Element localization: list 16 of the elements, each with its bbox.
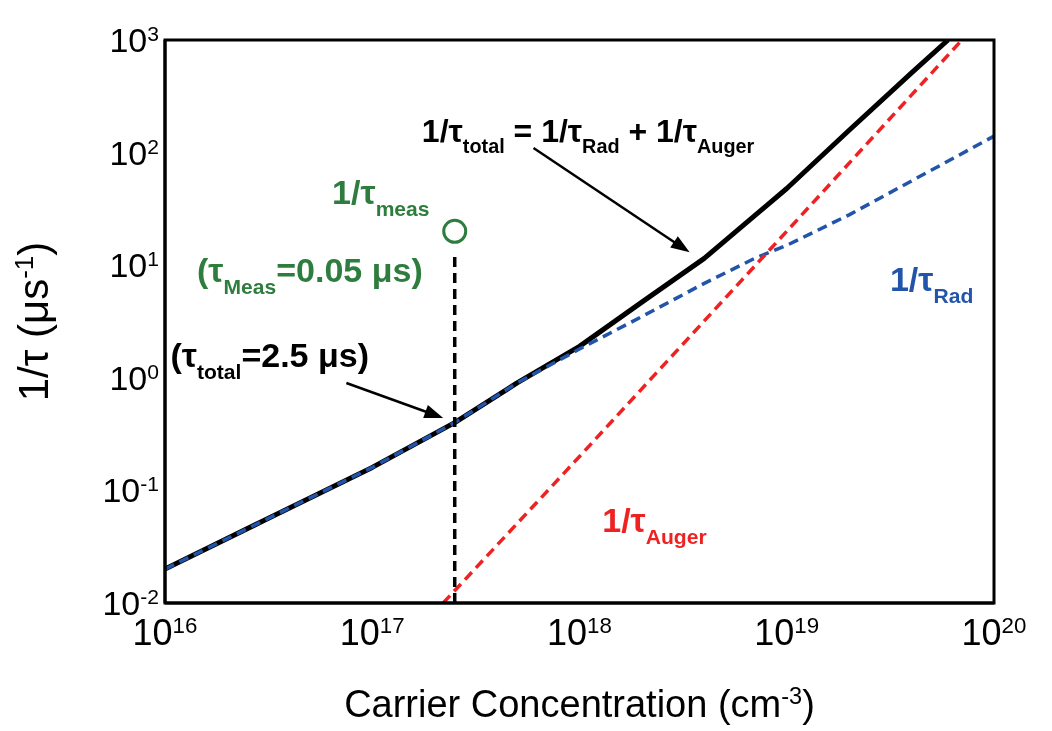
annotation: (τ$_{Meas}$=0.05 μs) — [196, 251, 423, 298]
y-tick-label: 10$^{0}$ — [109, 358, 159, 397]
x-tick-label: 10$^{18}$ — [547, 612, 612, 653]
series-label: 1/τ$_{total}$ = 1/τ$_{Rad}$ + 1/τ$_{Auger}$ — [421, 112, 755, 157]
y-tick-label: 10$^{-1}$ — [102, 471, 159, 510]
y-tick-label: 10$^{3}$ — [109, 21, 159, 59]
x-tick-label: 10$^{17}$ — [339, 612, 405, 653]
x-axis-title: Carrier Concentration (cm$^{-3}$) — [344, 683, 815, 725]
y-tick-label: 10$^{2}$ — [109, 133, 159, 172]
annotation: (τ$_{total}$=2.5 μs) — [170, 335, 369, 383]
series-label: 1/τ$_{meas}$ — [332, 172, 430, 220]
series-label: 1/τ$_{Auger}$ — [602, 500, 707, 548]
x-tick-label: 10$^{20}$ — [961, 612, 1027, 653]
series-label: 1/τ$_{Rad}$ — [889, 260, 974, 307]
y-tick-label: 10$^{1}$ — [109, 246, 159, 285]
x-tick-label: 10$^{19}$ — [754, 612, 820, 653]
